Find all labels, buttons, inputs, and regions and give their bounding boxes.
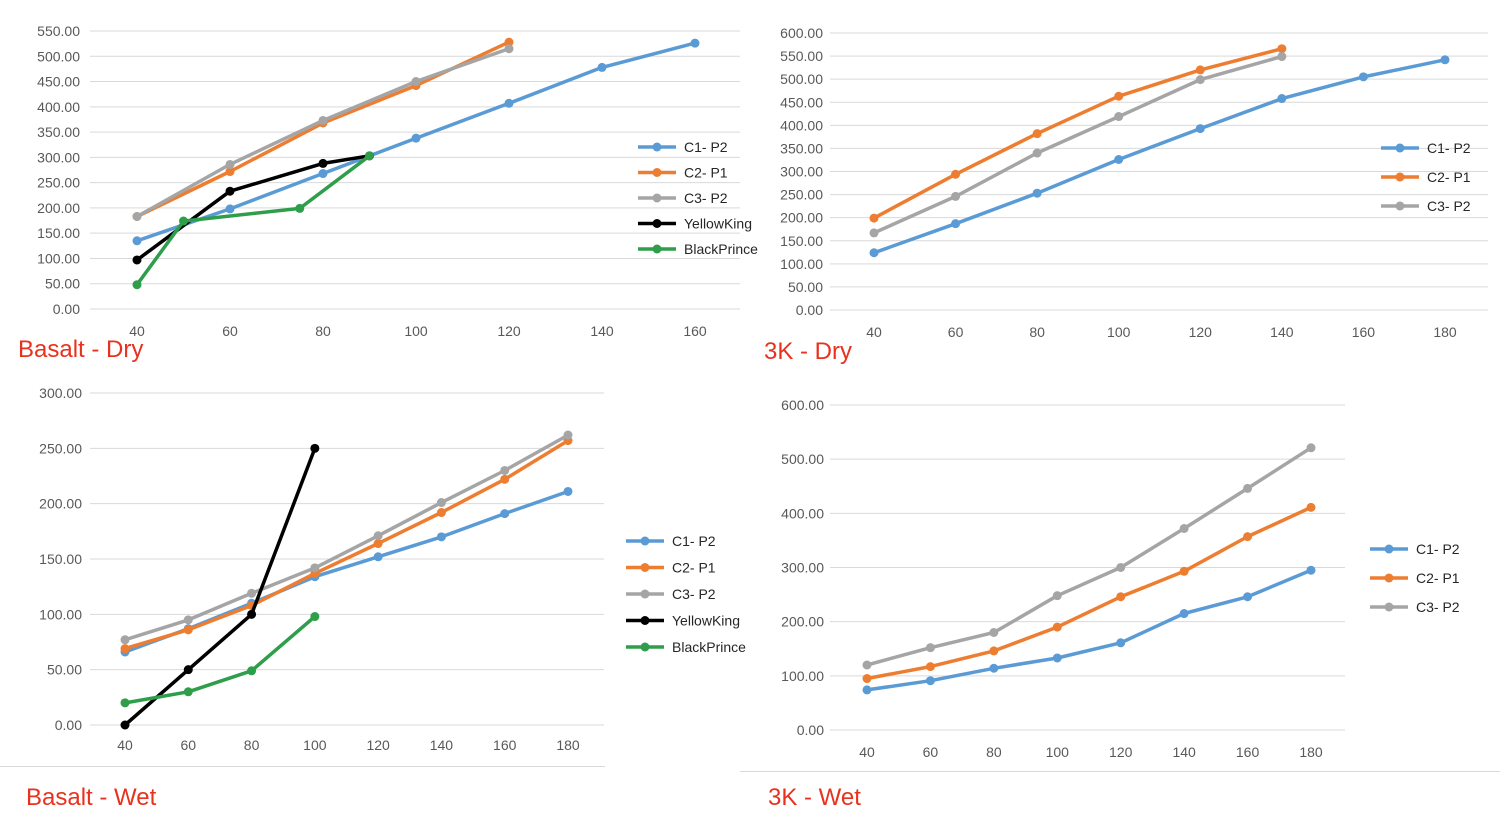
chart-title-basalt-dry: Basalt - Dry: [18, 336, 144, 363]
data-point-c1-p2: [504, 98, 514, 108]
legend-label-c3-p2: C3- P2: [684, 190, 728, 206]
separator-line-right: [740, 771, 1500, 772]
data-point-blackprince: [179, 216, 188, 226]
y-tick-label: 400.00: [37, 99, 80, 115]
data-point-c2-p1: [504, 37, 514, 47]
data-point-c1-p2: [225, 204, 235, 214]
chart-title-3k-dry: 3K - Dry: [764, 338, 853, 365]
y-tick-label: 0.00: [53, 301, 80, 317]
data-point-yellowking: [132, 255, 142, 265]
x-tick-label: 100: [404, 323, 428, 339]
x-tick-label: 40: [129, 323, 145, 339]
y-tick-label: 450.00: [37, 74, 80, 90]
data-point-c1-p2: [132, 236, 142, 246]
data-point-c2-p1: [225, 167, 235, 177]
data-point-blackprince: [365, 151, 374, 161]
data-point-c1-p2: [318, 169, 328, 179]
series-line-blackprince: [135, 154, 371, 286]
data-point-c3-p2: [132, 212, 142, 222]
data-point-c3-p2: [225, 159, 235, 169]
legend-marker-yellowking: [652, 219, 662, 228]
legend-marker-c2-p1: [652, 168, 662, 177]
data-point-yellowking: [225, 186, 235, 196]
legend-label-blackprince: BlackPrince: [684, 241, 758, 257]
chart-title-3k-wet: 3K - Wet: [768, 784, 861, 811]
y-tick-label: 550.00: [37, 23, 80, 39]
y-tick-label: 350.00: [37, 124, 80, 140]
y-tick-label: 100.00: [37, 250, 80, 266]
data-point-c1-p2: [690, 38, 700, 48]
data-point-blackprince: [132, 280, 142, 290]
y-tick-label: 300.00: [37, 149, 80, 165]
separator-line-left: [0, 766, 605, 767]
x-tick-label: 140: [590, 323, 614, 339]
data-point-blackprince: [295, 203, 305, 213]
x-tick-label: 120: [497, 323, 521, 339]
data-point-c1-p2: [597, 62, 607, 72]
x-tick-label: 60: [222, 323, 238, 339]
x-tick-label: 80: [315, 323, 331, 339]
data-point-c3-p2: [411, 77, 421, 87]
data-point-yellowking: [318, 158, 328, 168]
data-point-c3-p2: [504, 44, 514, 54]
y-tick-label: 200.00: [37, 200, 80, 216]
y-tick-label: 150.00: [37, 225, 80, 241]
data-point-c1-p2: [411, 133, 421, 143]
series-line-yellowking: [135, 154, 370, 262]
legend-marker-c3-p2: [652, 193, 662, 203]
y-tick-label: 250.00: [37, 175, 80, 191]
y-tick-label: 50.00: [45, 276, 80, 292]
data-point-c3-p2: [318, 115, 328, 125]
chart-title-basalt-wet: Basalt - Wet: [26, 784, 157, 811]
legend-marker-c1-p2: [652, 142, 662, 152]
legend-marker-blackprince: [652, 244, 662, 254]
x-tick-label: 160: [683, 323, 707, 339]
legend-label-yellowking: YellowKing: [684, 216, 752, 232]
legend-label-c1-p2: C1- P2: [684, 139, 728, 155]
y-tick-label: 500.00: [37, 48, 80, 64]
legend-label-c2-p1: C2- P1: [684, 165, 728, 181]
